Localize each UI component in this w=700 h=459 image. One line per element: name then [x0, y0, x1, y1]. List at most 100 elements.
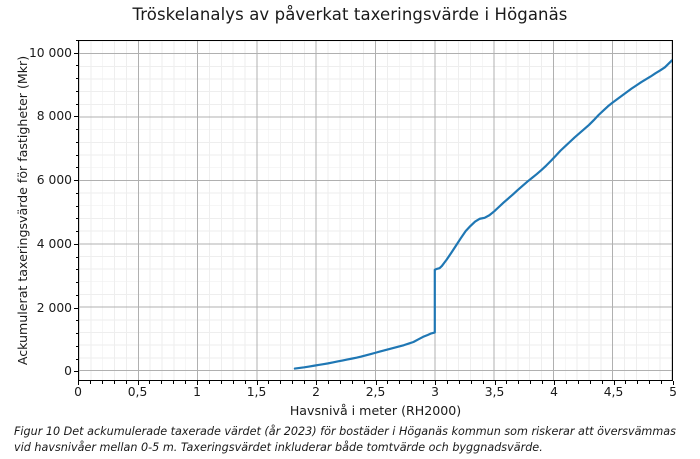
x-minor-tick-mark	[292, 381, 294, 384]
x-tick-label: 0	[74, 385, 82, 399]
figure-caption: Figur 10 Det ackumulerade taxerade värde…	[14, 425, 676, 454]
y-minor-tick-mark	[75, 167, 78, 169]
y-axis-label: Ackumulerat taxeringsvärde för fastighet…	[15, 55, 30, 366]
y-tick-mark	[74, 52, 78, 54]
y-tick-label: 6 000	[36, 173, 72, 188]
x-axis-label: Havsnivå i meter (RH2000)	[289, 403, 462, 418]
x-minor-tick-mark	[565, 381, 567, 384]
x-tick-mark	[554, 381, 555, 385]
x-minor-tick-mark	[113, 381, 115, 384]
x-minor-tick-mark	[518, 381, 520, 384]
y-tick-mark	[74, 116, 78, 118]
x-minor-tick-mark	[304, 381, 306, 384]
x-minor-tick-mark	[387, 381, 389, 384]
x-minor-tick-mark	[101, 381, 103, 384]
x-minor-tick-mark	[661, 381, 663, 384]
y-tick-label: 2 000	[36, 300, 72, 315]
x-minor-tick-mark	[339, 381, 341, 384]
x-tick-label: 3	[431, 385, 439, 399]
x-minor-tick-mark	[411, 381, 413, 384]
x-minor-tick-mark	[208, 381, 210, 384]
x-minor-tick-mark	[399, 381, 401, 384]
y-minor-tick-mark	[75, 129, 78, 131]
y-minor-tick-mark	[75, 205, 78, 207]
y-tick-mark	[74, 243, 78, 245]
x-tick-mark	[316, 381, 317, 385]
x-tick-mark	[613, 381, 615, 385]
x-tick-mark	[137, 381, 139, 385]
y-minor-tick-mark	[75, 320, 78, 322]
x-minor-tick-mark	[589, 381, 591, 384]
x-minor-tick-mark	[327, 381, 329, 384]
y-minor-tick-mark	[75, 345, 78, 347]
y-tick-label: 0	[64, 364, 72, 379]
x-minor-tick-mark	[423, 381, 425, 384]
y-minor-tick-mark	[75, 103, 78, 105]
y-tick-mark	[74, 307, 78, 309]
x-tick-label: 4,5	[603, 385, 624, 399]
y-minor-tick-mark	[75, 294, 78, 296]
y-minor-tick-mark	[75, 78, 78, 80]
x-minor-tick-mark	[542, 381, 544, 384]
y-minor-tick-mark	[75, 231, 78, 233]
x-minor-tick-mark	[446, 381, 448, 384]
data-series-line	[293, 59, 672, 370]
x-minor-tick-mark	[89, 381, 91, 384]
x-tick-label: 5	[669, 385, 677, 399]
x-tick-mark	[673, 381, 674, 385]
x-minor-tick-mark	[470, 381, 472, 384]
x-tick-mark	[435, 381, 436, 385]
x-minor-tick-mark	[280, 381, 282, 384]
chart-title: Tröskelanalys av påverkat taxeringsvärde…	[132, 5, 568, 24]
x-minor-tick-mark	[351, 381, 353, 384]
x-minor-tick-mark	[232, 381, 234, 384]
x-minor-tick-mark	[173, 381, 175, 384]
x-minor-tick-mark	[149, 381, 151, 384]
x-minor-tick-mark	[482, 381, 484, 384]
y-minor-tick-mark	[75, 40, 78, 41]
x-minor-tick-mark	[506, 381, 508, 384]
x-minor-tick-mark	[220, 381, 222, 384]
x-tick-mark	[256, 381, 258, 385]
y-minor-tick-mark	[75, 90, 78, 92]
x-minor-tick-mark	[625, 381, 627, 384]
x-tick-mark	[494, 381, 496, 385]
x-minor-tick-mark	[363, 381, 365, 384]
y-tick-label: 10 000	[28, 45, 72, 60]
x-minor-tick-mark	[637, 381, 639, 384]
y-minor-tick-mark	[75, 154, 78, 156]
y-tick-mark	[74, 180, 78, 182]
x-tick-label: 3,5	[484, 385, 505, 399]
y-minor-tick-mark	[75, 218, 78, 220]
x-tick-mark	[197, 381, 198, 385]
x-minor-tick-mark	[530, 381, 532, 384]
y-tick-mark	[74, 371, 78, 373]
y-minor-tick-mark	[75, 282, 78, 284]
x-tick-mark	[375, 381, 377, 385]
y-minor-tick-mark	[75, 269, 78, 271]
grid-lines	[79, 41, 672, 380]
plot-area	[78, 40, 673, 381]
x-tick-label: 0,5	[127, 385, 148, 399]
y-tick-label: 4 000	[36, 236, 72, 251]
x-minor-tick-mark	[161, 381, 163, 384]
x-tick-label: 2	[312, 385, 320, 399]
x-tick-label: 1,5	[246, 385, 267, 399]
y-tick-label: 8 000	[36, 109, 72, 124]
y-minor-tick-mark	[75, 141, 78, 143]
x-minor-tick-mark	[458, 381, 460, 384]
y-minor-tick-mark	[75, 256, 78, 258]
x-minor-tick-mark	[649, 381, 651, 384]
x-tick-mark	[78, 381, 79, 385]
x-tick-label: 1	[193, 385, 201, 399]
x-minor-tick-mark	[125, 381, 127, 384]
x-minor-tick-mark	[185, 381, 187, 384]
x-tick-label: 4	[550, 385, 558, 399]
y-minor-tick-mark	[75, 333, 78, 335]
x-tick-label: 2,5	[365, 385, 386, 399]
x-minor-tick-mark	[577, 381, 579, 384]
x-minor-tick-mark	[244, 381, 246, 384]
x-minor-tick-mark	[601, 381, 603, 384]
y-minor-tick-mark	[75, 192, 78, 194]
